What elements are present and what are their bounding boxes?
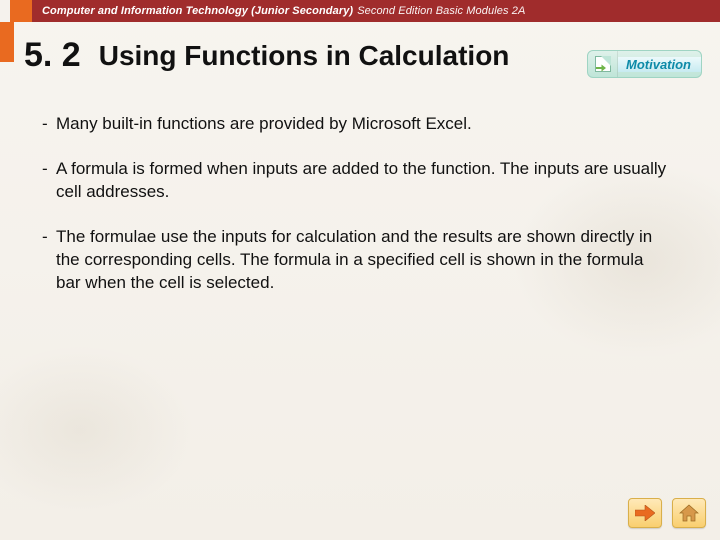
bullet-text: The formulae use the inputs for calculat… (56, 226, 668, 295)
list-item: - The formulae use the inputs for calcul… (42, 226, 668, 295)
bullet-dash: - (42, 113, 54, 136)
bullet-text: Many built-in functions are provided by … (56, 113, 668, 136)
bullet-dash: - (42, 158, 54, 204)
home-button[interactable] (672, 498, 706, 528)
banner-gap-left (0, 0, 10, 22)
home-icon (679, 504, 699, 522)
list-item: - A formula is formed when inputs are ad… (42, 158, 668, 204)
section-title: Using Functions in Calculation (99, 40, 510, 72)
top-banner: Computer and Information Technology (Jun… (0, 0, 720, 22)
arrow-right-icon (635, 505, 655, 521)
motivation-sheet-icon (588, 51, 618, 77)
banner-orange-square (10, 0, 32, 22)
motivation-badge[interactable]: Motivation (587, 50, 702, 78)
list-item: - Many built-in functions are provided b… (42, 113, 668, 136)
course-title-bold: Computer and Information Technology (Jun… (42, 5, 353, 17)
bullet-text: A formula is formed when inputs are adde… (56, 158, 668, 204)
banner-title: Computer and Information Technology (Jun… (32, 0, 720, 22)
course-title-light: Second Edition Basic Modules 2A (357, 5, 525, 17)
next-button[interactable] (628, 498, 662, 528)
content-body: - Many built-in functions are provided b… (0, 75, 720, 295)
nav-buttons (628, 498, 706, 528)
section-number: 5. 2 (24, 36, 81, 75)
motivation-label: Motivation (618, 57, 701, 72)
bullet-dash: - (42, 226, 54, 295)
